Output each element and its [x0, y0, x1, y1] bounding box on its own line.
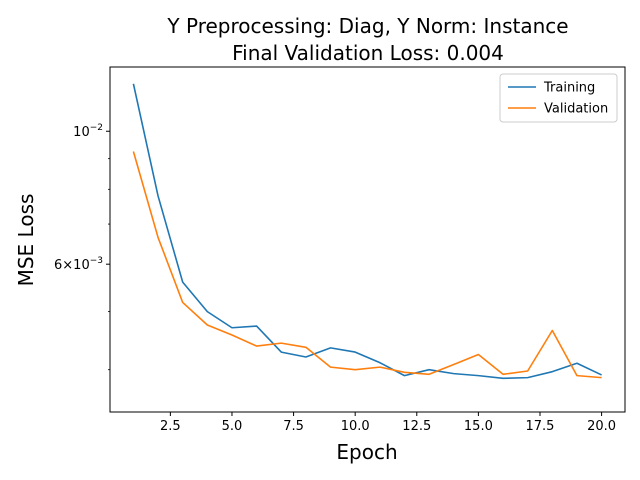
legend-label-validation: Validation — [544, 102, 608, 117]
x-tick-label: 20.0 — [587, 419, 616, 434]
x-axis-ticks: 2.5 5.0 7.5 10.0 12.5 15.0 17.5 20.0 — [160, 412, 616, 434]
series-layer — [132, 83, 602, 380]
series-line-validation — [132, 151, 602, 379]
y-axis-ticks: 10−2 6×10−3 — [54, 123, 110, 371]
x-tick-label: 5.0 — [222, 419, 243, 434]
x-tick-label: 17.5 — [526, 419, 555, 434]
plot-frame — [109, 66, 626, 413]
legend: Training Validation — [499, 73, 618, 123]
x-tick-label: 7.5 — [283, 419, 304, 434]
y-axis-label: MSE Loss — [14, 194, 38, 287]
y-tick-label: 6×10−3 — [54, 256, 103, 273]
x-tick-label: 12.5 — [402, 419, 431, 434]
series-line-training — [132, 83, 602, 380]
plot-background — [110, 67, 625, 412]
x-tick-label: 10.0 — [341, 419, 370, 434]
chart-title-line1: Y Preprocessing: Diag, Y Norm: Instance — [166, 14, 568, 38]
x-tick-label: 2.5 — [160, 419, 181, 434]
chart-title-line2: Final Validation Loss: 0.004 — [232, 41, 504, 65]
legend-box — [499, 73, 618, 123]
legend-label-training: Training — [543, 81, 595, 96]
x-tick-label: 15.0 — [464, 419, 493, 434]
plot-area — [109, 66, 626, 413]
y-tick-label: 10−2 — [73, 123, 103, 140]
x-axis-label: Epoch — [336, 440, 397, 464]
